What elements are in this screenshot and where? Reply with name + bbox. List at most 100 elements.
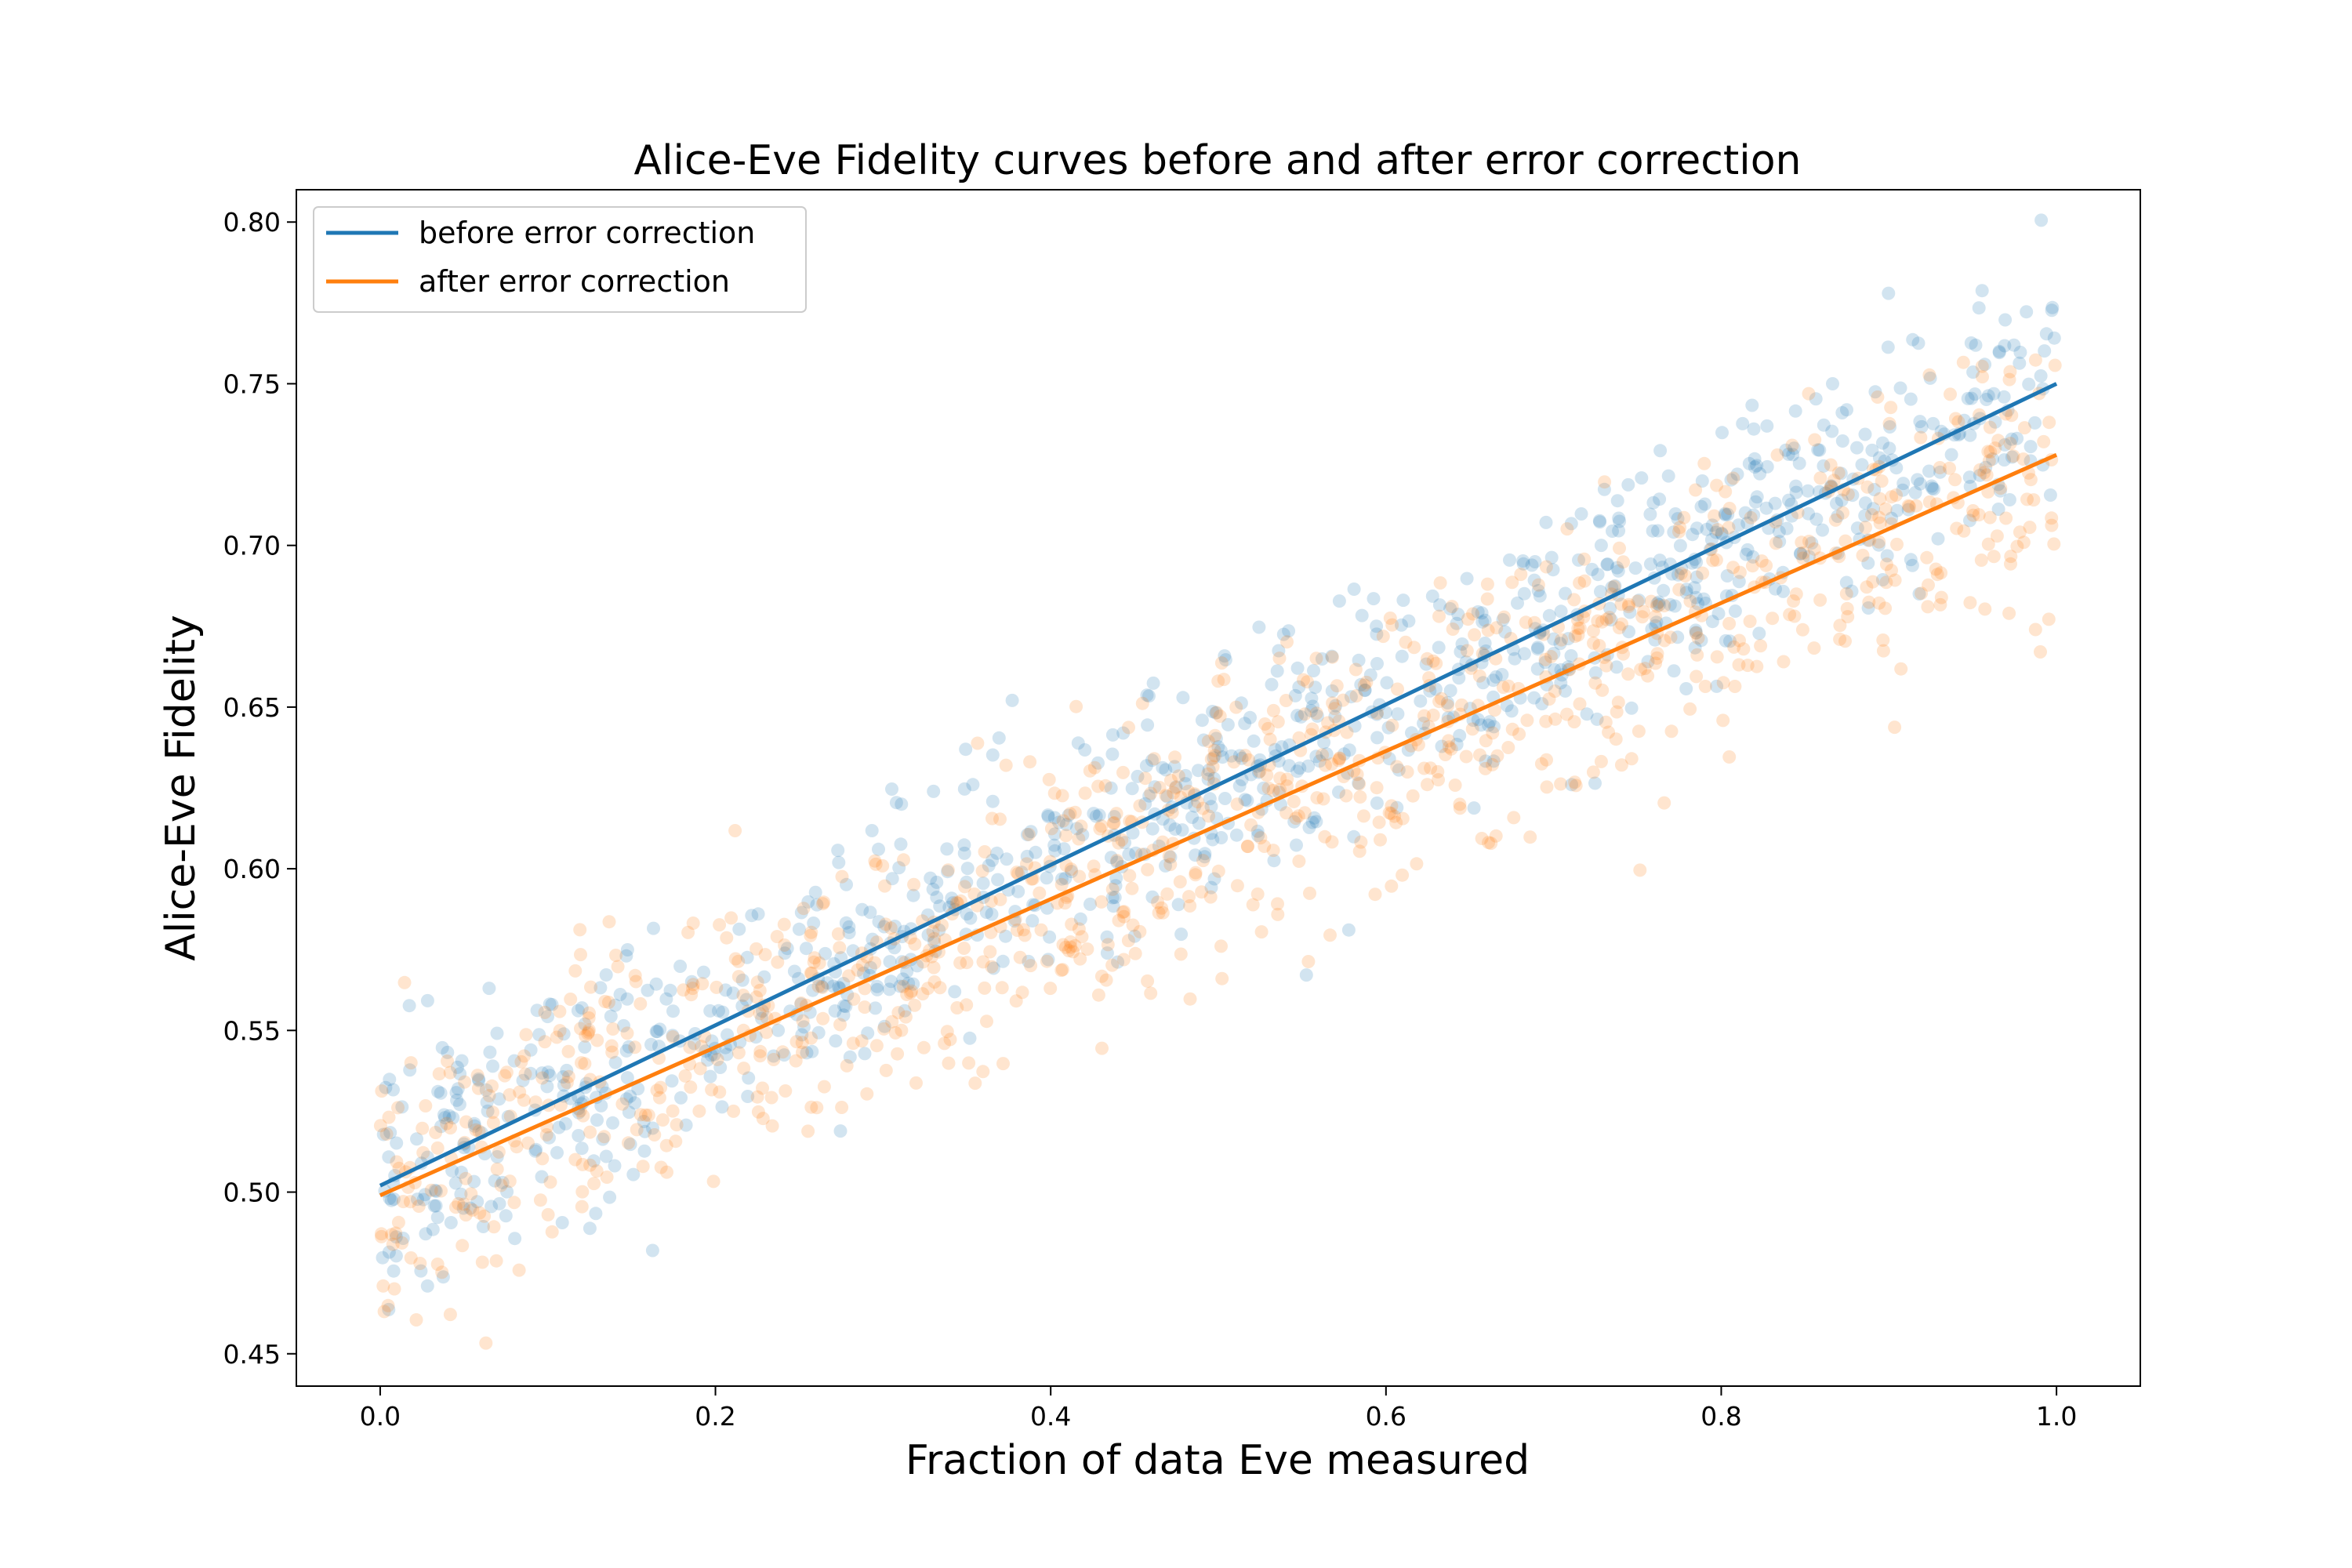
scatter-point [1957, 413, 1971, 427]
scatter-point [443, 1308, 457, 1322]
scatter-point [1419, 657, 1433, 671]
scatter-point [898, 1010, 913, 1024]
scatter-point [1479, 754, 1493, 768]
scatter-point [1020, 849, 1034, 863]
scatter-point [962, 1056, 976, 1070]
scatter-point [777, 917, 791, 931]
scatter-point [533, 1193, 547, 1207]
scatter-point [1591, 568, 1605, 582]
scatter-point [1873, 492, 1887, 506]
scatter-point [2016, 452, 2031, 466]
scatter-point [1083, 897, 1097, 911]
scatter-point [1781, 447, 1795, 461]
scatter-point [1865, 508, 1878, 522]
scatter-point [516, 1073, 530, 1087]
scatter-point [1668, 507, 1682, 521]
scatter-point [1976, 370, 1989, 384]
scatter-point [1196, 733, 1210, 747]
scatter-point [391, 1215, 405, 1229]
scatter-point [1139, 759, 1153, 773]
scatter-point [649, 1025, 663, 1039]
scatter-point [1719, 485, 1733, 499]
scatter-point [1072, 832, 1086, 846]
scatter-point [1732, 518, 1746, 532]
scatter-point [1614, 597, 1628, 612]
scatter-point [628, 968, 642, 982]
scatter-point [1878, 502, 1893, 516]
scatter-point [1889, 461, 1904, 475]
scatter-point [777, 1048, 791, 1062]
scatter-point [1238, 749, 1252, 763]
scatter-point [1909, 499, 1923, 513]
scatter-point [941, 865, 955, 879]
scatter-point [877, 1022, 891, 1036]
scatter-point [750, 942, 764, 956]
scatter-point [1643, 507, 1657, 521]
scatter-point [1704, 533, 1719, 546]
scatter-point [1881, 340, 1895, 354]
scatter-point [799, 942, 813, 956]
scatter-point [869, 1001, 882, 1015]
scatter-point [1564, 517, 1578, 531]
scatter-point [1471, 713, 1485, 727]
scatter-point [810, 898, 824, 912]
scatter-point [1340, 725, 1354, 739]
scatter-point [385, 1228, 399, 1242]
y-axis-label: Alice-Eve Fidelity [158, 615, 205, 961]
scatter-point [1635, 471, 1649, 485]
scatter-point [855, 902, 869, 916]
scatter-point [456, 1239, 470, 1253]
scatter-point [1209, 731, 1223, 746]
scatter-point [1727, 640, 1741, 654]
scatter-point [1358, 684, 1372, 698]
scatter-point [1381, 720, 1396, 735]
scatter-point [1010, 866, 1024, 880]
scatter-point [794, 906, 808, 920]
scatter-point [677, 983, 691, 997]
scatter-point [477, 1209, 492, 1223]
scatter-point [1690, 570, 1704, 584]
scatter-point [1305, 722, 1319, 736]
scatter-point [1047, 786, 1062, 800]
scatter-point [753, 1049, 767, 1063]
scatter-point [1047, 827, 1062, 841]
scatter-point [586, 1154, 601, 1168]
scatter-point [1769, 582, 1782, 596]
scatter-point [1594, 754, 1608, 768]
scatter-point [1112, 836, 1126, 850]
scatter-point [503, 1088, 517, 1102]
scatter-point [1602, 725, 1616, 739]
scatter-point [1569, 779, 1583, 793]
scatter-point [1686, 528, 1700, 542]
scatter-point [976, 1065, 990, 1079]
scatter-point [1054, 872, 1069, 886]
scatter-point [1705, 615, 1719, 629]
scatter-point [731, 954, 746, 968]
scatter-point [1353, 790, 1367, 804]
scatter-point [900, 988, 914, 1001]
scatter-point [1813, 471, 1828, 485]
scatter-point [508, 1232, 522, 1246]
scatter-point [469, 1123, 483, 1137]
scatter-point [1344, 690, 1358, 704]
scatter-point [541, 1010, 554, 1024]
scatter-point [753, 1007, 767, 1021]
scatter-point [1472, 669, 1486, 683]
scatter-point [420, 1279, 434, 1293]
scatter-point [1983, 420, 1997, 434]
scatter-point [1862, 595, 1876, 609]
scatter-point [1110, 854, 1124, 868]
scatter-point [1592, 639, 1606, 652]
scatter-point [1726, 471, 1740, 485]
scatter-point [503, 1174, 517, 1189]
scatter-point [1254, 925, 1269, 939]
scatter-point [1697, 592, 1711, 606]
scatter-point [907, 877, 921, 891]
scatter-point [1672, 583, 1686, 597]
scatter-point [1352, 776, 1366, 790]
scatter-point [1483, 715, 1497, 729]
scatter-point [1207, 771, 1221, 786]
scatter-point [833, 1124, 848, 1138]
scatter-point [1715, 426, 1729, 440]
scatter-point [376, 1250, 390, 1265]
